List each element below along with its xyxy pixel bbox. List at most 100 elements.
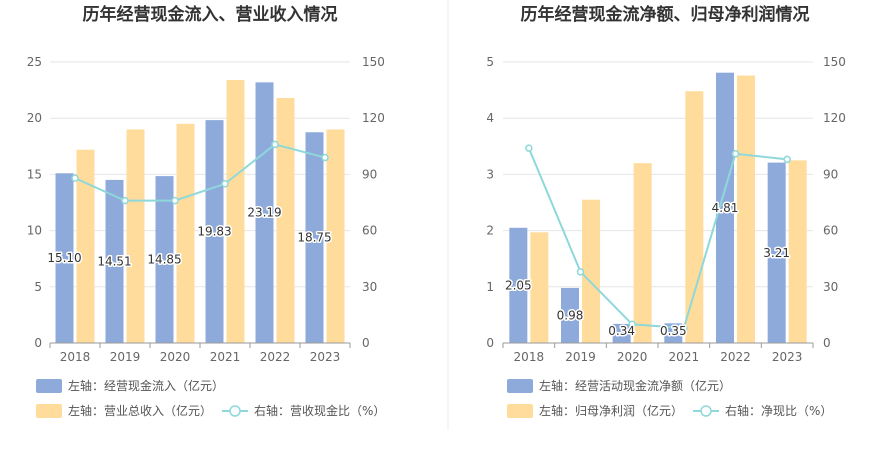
chart-2-bar-2 <box>530 232 549 343</box>
chart-1-bar-1 <box>305 132 324 343</box>
chart-1-left-tick-label: 0 <box>34 336 42 350</box>
chart-2-data-label: 0.98 <box>557 308 584 322</box>
chart-1-bar-1 <box>105 179 124 343</box>
chart-1-left-tick-label: 5 <box>34 280 42 294</box>
chart-1-x-tick-label: 2021 <box>210 350 241 364</box>
chart-2-bar-2 <box>633 163 652 343</box>
chart-1-bar-1 <box>255 82 274 344</box>
chart-1-x-tick-label: 2022 <box>260 350 291 364</box>
chart-2-legend-label: 右轴：净现比（%） <box>725 403 832 418</box>
chart-1-legend-label: 左轴：营业总收入（亿元） <box>68 403 212 418</box>
chart-2-data-label: 2.05 <box>505 278 532 292</box>
chart-2-data-label: 3.21 <box>763 246 790 260</box>
chart-2-left-tick-label: 3 <box>486 167 494 181</box>
chart-1-right-tick-label: 30 <box>362 280 377 294</box>
chart-2-title: 历年经营现金流净额、归母净利润情况 <box>521 4 810 25</box>
chart-1-x-tick-label: 2020 <box>160 350 191 364</box>
chart-2-left-tick-label: 1 <box>486 280 494 294</box>
chart-1-ratio-point <box>221 180 229 188</box>
chart-1-ratio-point <box>271 140 279 149</box>
chart-2-right-tick-label: 120 <box>823 111 846 125</box>
chart-1-data-label: 23.19 <box>247 206 281 220</box>
chart-1-legend-swatch <box>36 379 62 393</box>
chart-2-ratio-point <box>525 144 533 152</box>
chart-1-ratio-point <box>121 196 129 205</box>
chart-1-legend-label: 左轴：经营现金流入（亿元） <box>68 378 224 393</box>
chart-2-legend-label: 左轴：归母净利润（亿元） <box>539 403 683 418</box>
chart-1-title: 历年经营现金流入、营业收入情况 <box>83 4 338 25</box>
chart-1-bar-2 <box>326 129 345 343</box>
chart-1-left-tick-label: 20 <box>27 111 42 125</box>
chart-2-x-tick-label: 2018 <box>514 350 545 364</box>
chart-2-left-tick-label: 2 <box>486 224 494 238</box>
chart-1-x-tick-label: 2019 <box>110 350 141 364</box>
chart-1-bar-1 <box>155 176 174 343</box>
chart-1-ratio-line <box>74 143 326 202</box>
chart-1-right-tick-label: 60 <box>362 224 377 238</box>
chart-2-x-tick-label: 2022 <box>720 350 751 364</box>
chart-2-left-tick-label: 4 <box>486 111 494 125</box>
chart-2-x-tick-label: 2023 <box>772 350 803 364</box>
chart-2-ratio-point <box>731 150 740 158</box>
chart-2-bar-2 <box>737 75 755 343</box>
chart-2-x-tick-label: 2021 <box>669 350 700 364</box>
chart-2-bar-2 <box>685 91 704 343</box>
chart-1-bar-2 <box>126 129 145 343</box>
chart-2-legend-label: 左轴：经营活动现金流净额（亿元） <box>539 378 731 393</box>
chart-2-ratio-line <box>527 147 788 330</box>
chart-1-bar-2 <box>76 149 95 343</box>
chart-2-right-tick-label: 60 <box>823 224 838 238</box>
chart-2-bar-1 <box>612 323 631 343</box>
chart-1-data-label: 15.10 <box>47 251 81 265</box>
chart-2-bar-1 <box>767 162 786 343</box>
chart-1-right-tick-label: 150 <box>362 55 385 69</box>
chart-1-x-tick-label: 2018 <box>60 350 91 364</box>
chart-2-legend-swatch <box>507 404 533 418</box>
chart-1-data-label: 14.85 <box>147 253 181 267</box>
chart-1-legend-swatch <box>36 404 62 418</box>
chart-1-right-tick-label: 0 <box>362 336 370 350</box>
chart-2-right-tick-label: 90 <box>823 167 838 181</box>
chart-2-ratio-point <box>576 268 585 276</box>
chart-2-ratio-point <box>680 324 688 332</box>
chart-2-right-tick-label: 0 <box>823 336 831 350</box>
chart-2-data-label: 0.34 <box>608 324 635 338</box>
chart-2-bar-1 <box>509 227 528 343</box>
chart-1-left-tick-label: 25 <box>27 55 42 69</box>
chart-1-bar-2 <box>226 79 245 343</box>
chart-2-legend-marker <box>700 405 712 417</box>
chart-2-right-tick-label: 150 <box>823 55 846 69</box>
chart-1-ratio-point <box>321 153 329 162</box>
chart-2-ratio-point <box>783 155 791 164</box>
chart-2-data-label: 0.35 <box>660 324 687 338</box>
chart-1-left-tick-label: 10 <box>27 224 42 238</box>
chart-2-ratio-point <box>628 320 636 329</box>
chart-2-x-tick-label: 2020 <box>617 350 648 364</box>
chart-1-x-tick-label: 2023 <box>310 350 341 364</box>
chart-2-bar-1 <box>716 72 734 343</box>
chart-1-bar-1 <box>205 120 224 343</box>
chart-1-legend-label: 右轴：营收现金比（%） <box>254 403 385 418</box>
chart-2-right-tick-label: 30 <box>823 280 838 294</box>
chart-1-ratio-point <box>71 174 79 182</box>
chart-1-data-label: 14.51 <box>97 254 131 268</box>
chart-1-legend-marker <box>229 405 241 417</box>
chart-2-bar-2 <box>788 160 807 343</box>
chart-1-data-label: 19.83 <box>197 225 231 239</box>
chart-1-bar-2 <box>276 97 295 343</box>
chart-1-right-tick-label: 120 <box>362 111 385 125</box>
chart-1-left-tick-label: 15 <box>27 167 42 181</box>
chart-1-bar-2 <box>176 123 195 343</box>
chart-2-bar-2 <box>582 199 600 343</box>
chart-2-legend-swatch <box>507 379 533 393</box>
chart-1-data-label: 18.75 <box>297 231 331 245</box>
chart-2-x-tick-label: 2019 <box>565 350 596 364</box>
chart-2-left-tick-label: 0 <box>486 336 494 350</box>
chart-1-right-tick-label: 90 <box>362 167 377 181</box>
chart-2-bar-1 <box>561 287 579 343</box>
chart-2-data-label: 4.81 <box>712 201 739 215</box>
chart-1-ratio-point <box>171 196 179 205</box>
chart-2-left-tick-label: 5 <box>486 55 494 69</box>
